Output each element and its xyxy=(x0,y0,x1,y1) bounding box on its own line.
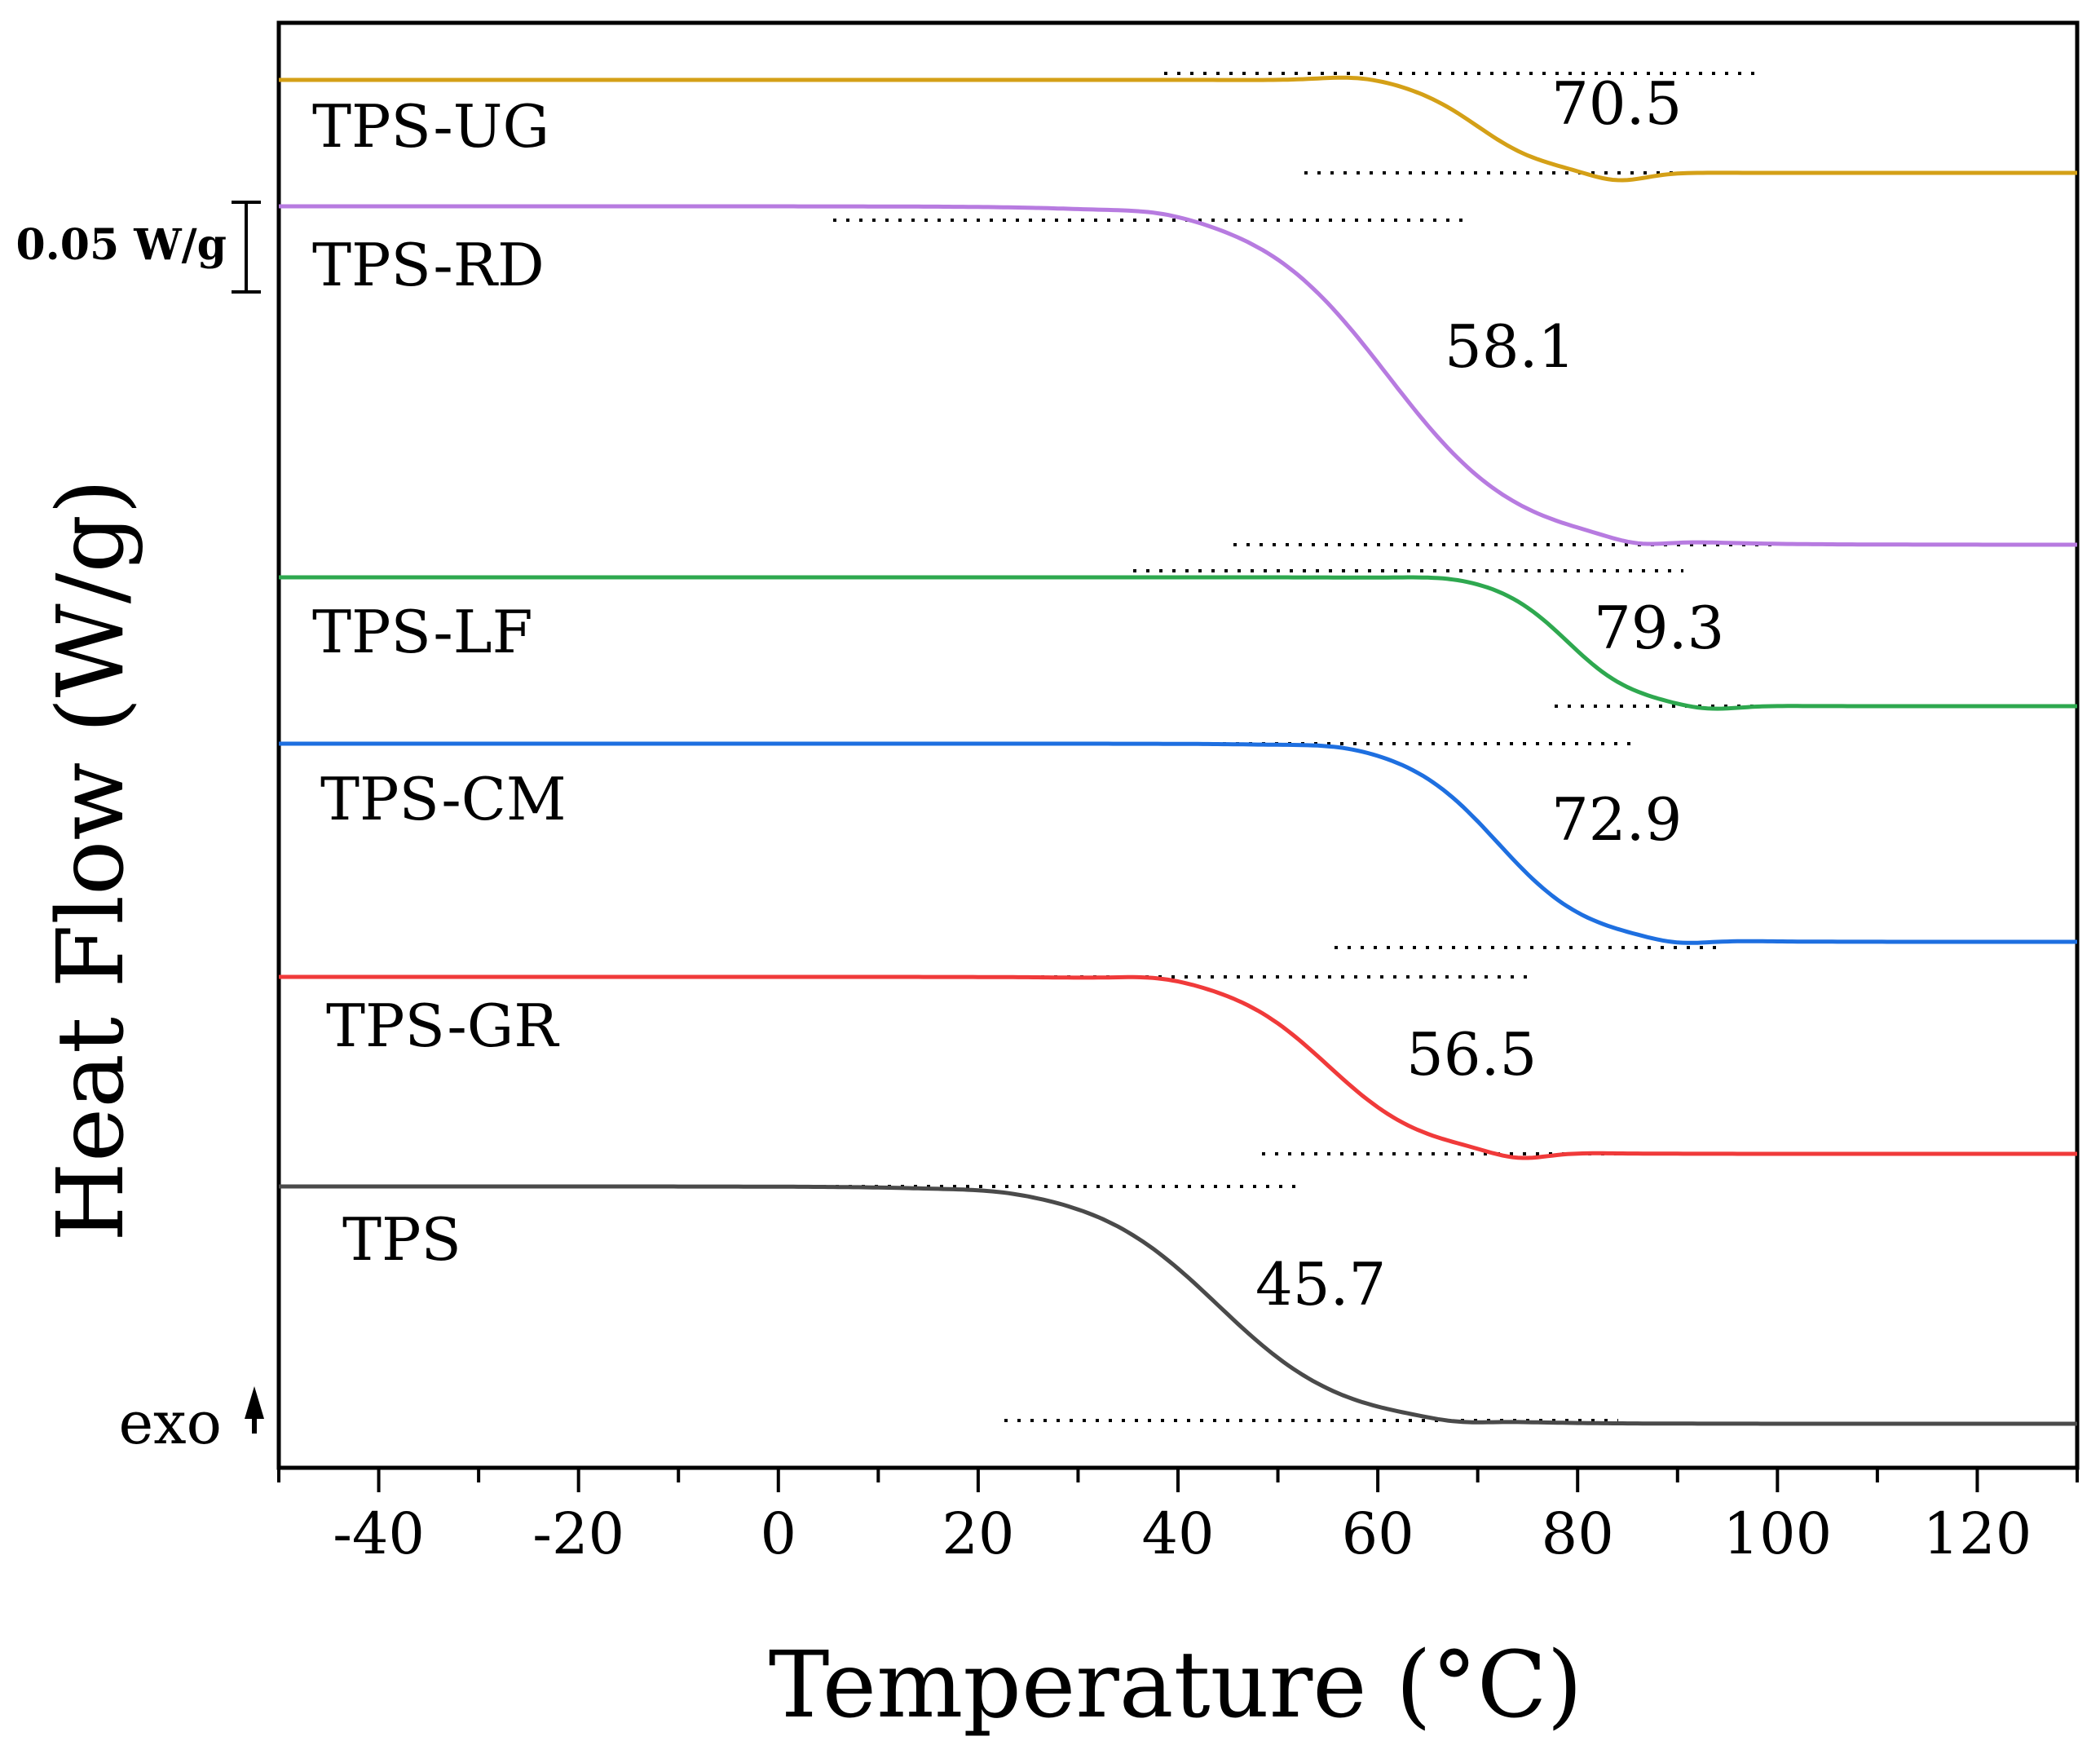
series-line-tps-rd xyxy=(279,204,2077,547)
tg-label-tps-rd: 58.1 xyxy=(1445,312,1575,381)
x-tick-label: 40 xyxy=(1141,1500,1214,1567)
x-tick-label: -20 xyxy=(532,1500,624,1567)
series-line-tps-lf xyxy=(279,575,2077,711)
exo-arrow-icon xyxy=(245,1386,264,1419)
x-axis-ticks: -40 -20 0 20 40 60 80 100 120 xyxy=(277,1468,2079,1567)
series-label-tps-rd: TPS-RD xyxy=(312,231,545,299)
series-curves xyxy=(279,75,2077,1426)
x-tick-label: -40 xyxy=(333,1500,425,1567)
series-line-tps-gr xyxy=(279,974,2077,1160)
series-line-tps-cm xyxy=(279,741,2077,945)
exo-indicator: exo xyxy=(118,1386,264,1457)
tg-label-tps-lf: 79.3 xyxy=(1594,594,1724,662)
x-axis-title: Temperature (°C) xyxy=(769,1633,1582,1739)
series-line-tps-ug xyxy=(279,75,2077,183)
series-labels: TPS-UG 70.5 TPS-RD 58.1 TPS-LF 79.3 TPS-CM 72.9… xyxy=(312,69,1724,1319)
series-label-tps-cm: TPS-CM xyxy=(320,765,567,833)
x-tick-label: 20 xyxy=(942,1500,1014,1567)
series-label-tps: TPS xyxy=(342,1205,461,1274)
y-axis-title: Heat Flow (W/g) xyxy=(38,479,144,1242)
scale-bar: 0.05 W/g xyxy=(15,201,261,294)
x-tick-label: 0 xyxy=(761,1500,797,1567)
x-tick-label: 100 xyxy=(1723,1500,1833,1567)
scale-bar-label: 0.05 W/g xyxy=(15,220,227,270)
tg-label-tps-ug: 70.5 xyxy=(1551,69,1682,138)
tg-label-tps: 45.7 xyxy=(1255,1250,1386,1319)
series-label-tps-ug: TPS-UG xyxy=(312,92,549,161)
series-label-tps-lf: TPS-LF xyxy=(312,598,533,666)
tg-label-tps-gr: 56.5 xyxy=(1406,1020,1537,1089)
tg-construction-lines xyxy=(575,72,1944,1422)
tg-label-tps-cm: 72.9 xyxy=(1551,785,1682,854)
x-tick-label: 80 xyxy=(1542,1500,1614,1567)
exo-label: exo xyxy=(118,1389,222,1457)
series-label-tps-gr: TPS-GR xyxy=(326,992,559,1060)
x-tick-label: 120 xyxy=(1923,1500,2032,1567)
series-line-tps xyxy=(279,1184,2077,1426)
x-tick-label: 60 xyxy=(1342,1500,1414,1567)
